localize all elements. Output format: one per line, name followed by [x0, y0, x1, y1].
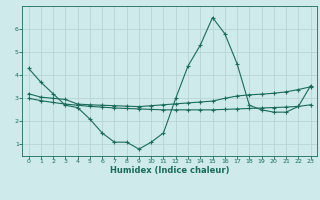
X-axis label: Humidex (Indice chaleur): Humidex (Indice chaleur) — [110, 166, 229, 175]
